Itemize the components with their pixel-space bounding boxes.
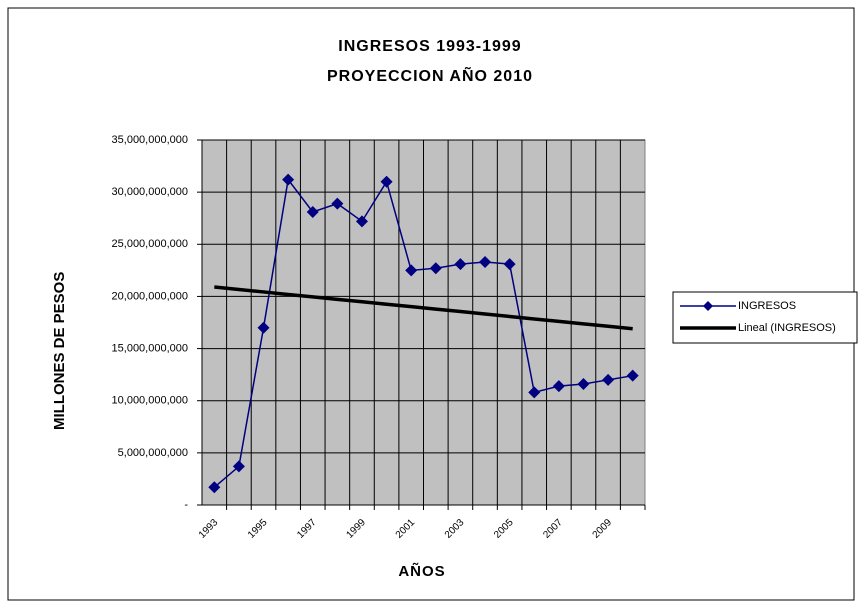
data-point [282, 173, 295, 186]
chart-subtitle: PROYECCION AÑO 2010 [327, 65, 533, 85]
legend-marker [703, 301, 713, 311]
data-point [577, 378, 590, 391]
data-point [355, 215, 368, 228]
data-point [429, 262, 442, 275]
data-point [552, 380, 565, 393]
data-point [626, 369, 639, 382]
y-tick-label: 20,000,000,000 [112, 290, 188, 302]
data-point [479, 256, 492, 269]
legend-label: Lineal (INGRESOS) [738, 322, 836, 334]
data-point [380, 175, 393, 188]
data-point [503, 258, 516, 271]
x-axis-label: AÑOS [398, 562, 445, 580]
data-point [454, 258, 467, 271]
y-tick-label: 15,000,000,000 [112, 342, 188, 354]
data-point [306, 205, 319, 218]
y-tick-label: - [184, 499, 188, 511]
y-tick-label: 10,000,000,000 [112, 395, 188, 407]
y-tick-label: 30,000,000,000 [112, 186, 188, 198]
data-point [257, 321, 270, 334]
data-point [331, 197, 344, 210]
y-tick-label: 25,000,000,000 [112, 238, 188, 250]
data-point [528, 386, 541, 399]
y-axis-label: MILLONES DE PESOS [51, 272, 68, 430]
legend [672, 291, 858, 344]
y-tick-label: 5,000,000,000 [118, 447, 188, 459]
series-line [214, 285, 633, 331]
data-point [208, 481, 221, 494]
data-point [405, 264, 418, 277]
y-tick-label: 35,000,000,000 [112, 134, 188, 146]
legend-label: INGRESOS [738, 300, 796, 312]
chart-title: INGRESOS 1993-1999 [338, 38, 521, 55]
data-point [602, 373, 615, 386]
data-point [232, 460, 245, 473]
